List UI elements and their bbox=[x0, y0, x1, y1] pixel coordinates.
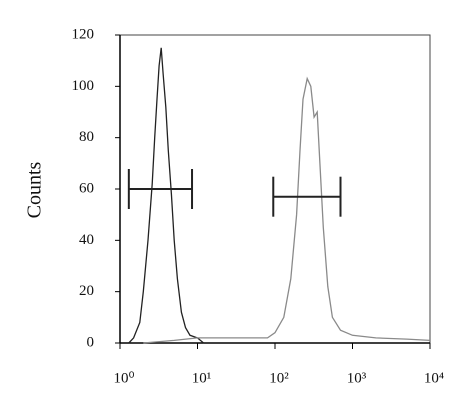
x-tick-label: 10⁴ bbox=[424, 370, 444, 386]
y-tick-label: 80 bbox=[79, 129, 94, 145]
histogram-line bbox=[143, 76, 431, 344]
x-tick-label: 10⁰ bbox=[113, 370, 134, 386]
x-tick-label: 10¹ bbox=[192, 370, 212, 386]
x-tick-label: 10³ bbox=[347, 370, 367, 386]
y-tick-label: 60 bbox=[79, 180, 94, 196]
y-tick-label: 120 bbox=[72, 26, 95, 42]
y-tick-label: 20 bbox=[79, 283, 94, 299]
x-tick-label: 10² bbox=[269, 370, 289, 386]
histogram-line bbox=[128, 47, 205, 344]
y-axis-label: Counts bbox=[24, 161, 46, 218]
y-tick-label: 0 bbox=[87, 334, 95, 350]
y-tick-label: 100 bbox=[72, 78, 95, 94]
y-tick-label: 40 bbox=[79, 232, 94, 248]
